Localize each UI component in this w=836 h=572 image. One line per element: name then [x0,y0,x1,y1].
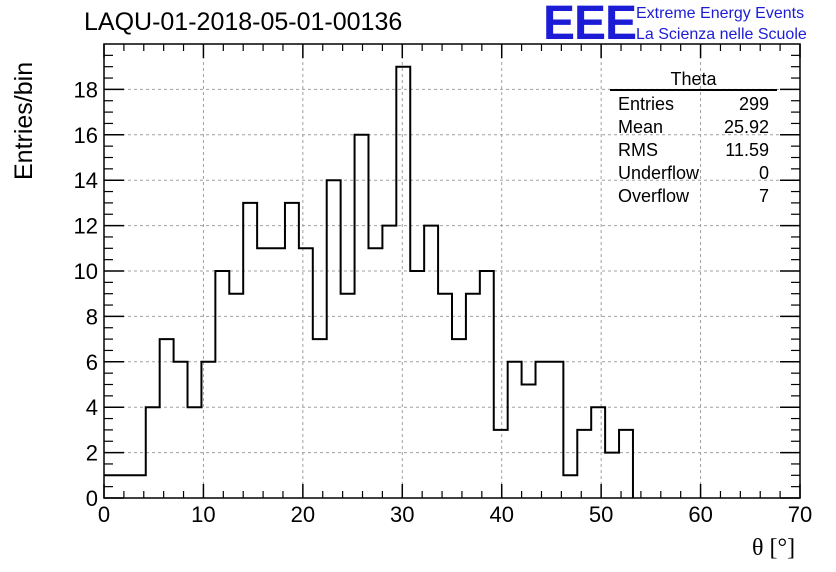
stats-row-mean: Mean 25.92 [610,116,777,139]
eee-logo: EEE Extreme Energy Events La Scienza nel… [543,0,833,50]
stats-label: RMS [618,140,658,160]
y-tick-label: 2 [86,441,98,466]
stats-label: Underflow [618,163,700,183]
y-tick-label: 0 [86,486,98,511]
stats-value: 11.59 [725,140,769,160]
x-tick-label: 60 [688,502,712,527]
brand-line-2: La Scienza nelle Scuole [636,26,807,43]
stats-label: Overflow [618,186,690,206]
stats-row-entries: Entries 299 [610,93,777,116]
stats-value: 25.92 [723,117,769,137]
stats-divider [610,89,777,91]
axis-ticks [103,44,801,499]
y-axis-label: Entries/bin [10,61,38,180]
x-tick-label: 10 [191,502,215,527]
y-tick-label: 14 [74,168,98,193]
y-tick-label: 12 [74,214,98,239]
y-tick-label: 4 [86,395,98,420]
y-tick-labels: 0 2 4 6 8 10 12 14 16 18 [74,77,98,511]
x-tick-label: 30 [390,502,414,527]
stats-row-rms: RMS 11.59 [610,139,777,162]
stats-label: Mean [618,117,664,137]
stats-row-overflow: Overflow 7 [610,185,777,208]
x-tick-labels: 0 10 20 30 40 50 60 70 [98,502,812,527]
y-tick-label: 8 [86,304,98,329]
x-axis-label: θ [°] [752,535,796,561]
stats-value: 0 [758,163,769,183]
y-tick-label: 6 [86,350,98,375]
brand-line-1: Extreme Energy Events [636,5,805,22]
y-tick-label: 18 [74,77,98,102]
stats-value: 299 [738,94,769,114]
x-tick-label: 20 [291,502,315,527]
stats-label: Entries [618,94,675,114]
x-tick-label: 70 [788,502,812,527]
histogram-line [104,65,634,498]
x-tick-label: 0 [98,502,110,527]
stats-box: Theta Entries 299 Mean 25.92 RMS 11.59 U… [610,70,777,208]
eee-logo-mark: EEE [543,0,637,50]
x-tick-label: 40 [489,502,513,527]
stats-value: 7 [758,186,769,206]
y-tick-label: 10 [74,259,98,284]
stats-title: Theta [670,69,717,89]
x-tick-label: 50 [589,502,613,527]
stats-row-underflow: Underflow 0 [610,162,777,185]
plot-title: LAQU-01-2018-05-01-00136 [84,8,403,36]
y-tick-label: 16 [74,123,98,148]
